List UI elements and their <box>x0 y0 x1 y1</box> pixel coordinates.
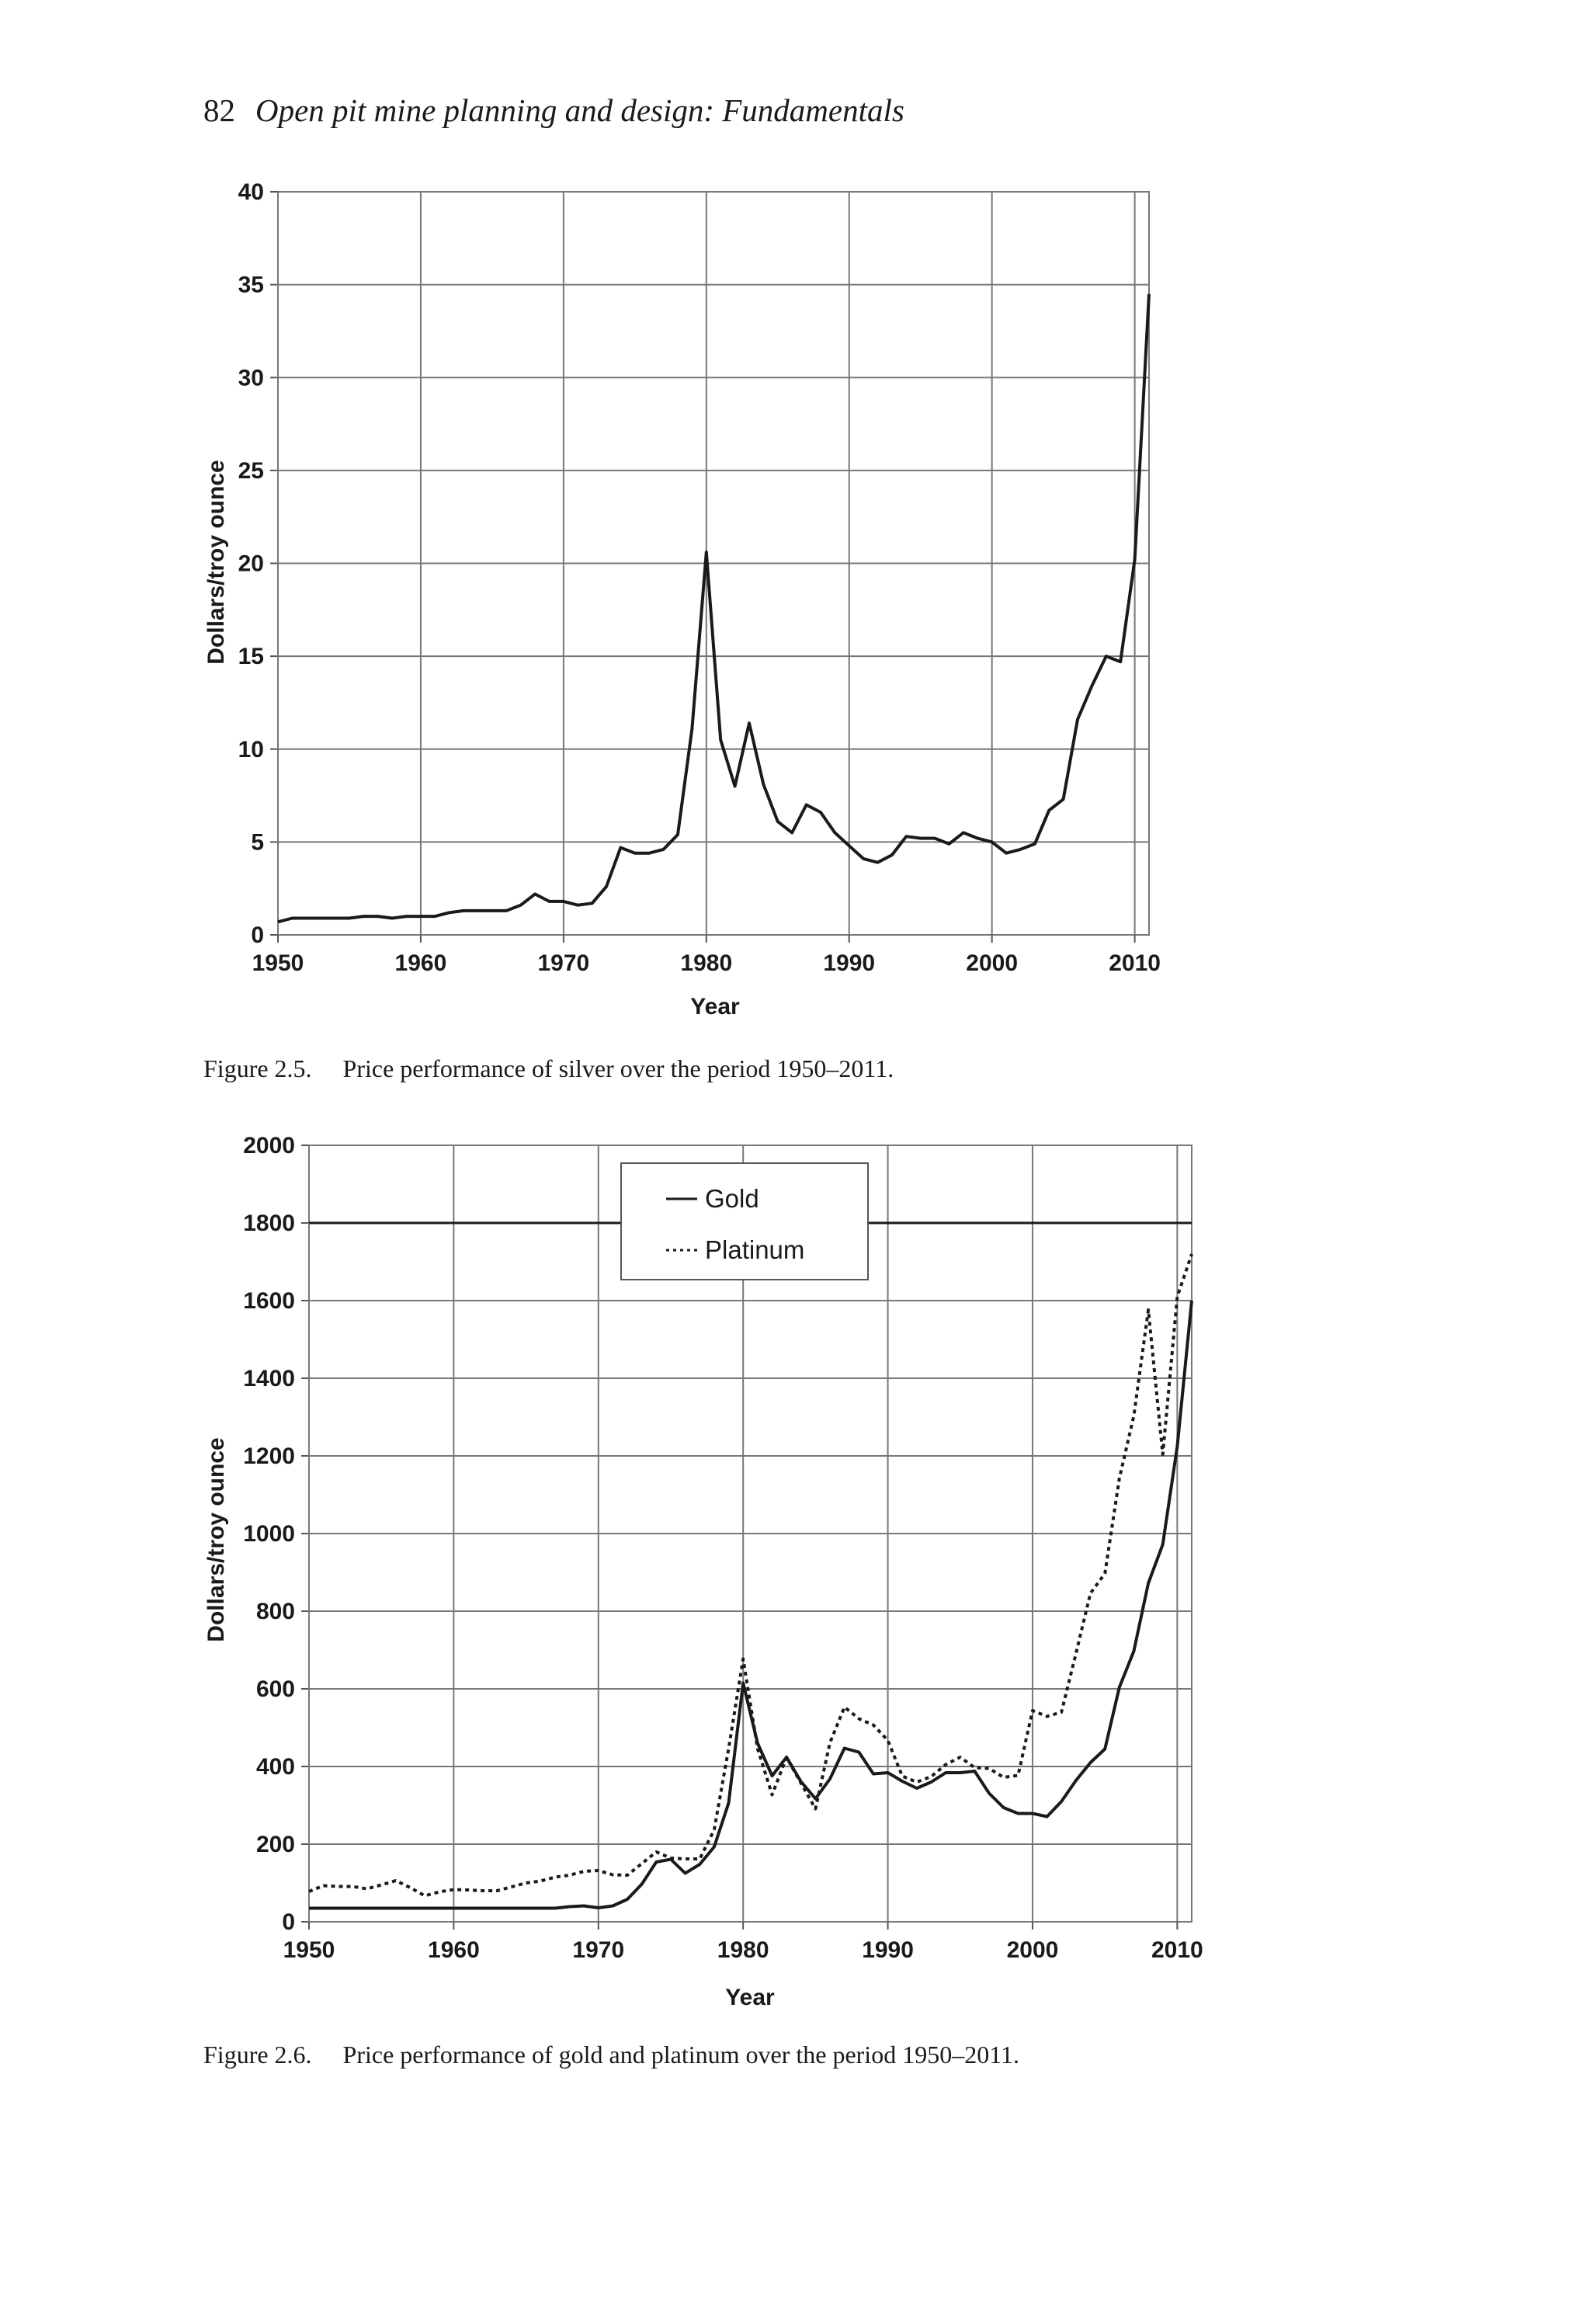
silver-price-chart: Year Dollars/troy ounce 0 5 10 15 20 25 30 35 40… <box>203 179 1161 1020</box>
gold-legend-label-platinum: Platinum <box>705 1235 804 1264</box>
gold-legend-box <box>620 1162 869 1280</box>
page-number: 82 <box>203 92 235 128</box>
gold-y-tick-label: 2000 <box>243 1133 295 1159</box>
gold-y-tick-label: 1000 <box>243 1521 295 1547</box>
caption-text: Price performance of gold and platinum o… <box>342 2041 1019 2069</box>
silver-x-tick-label: 1970 <box>537 950 589 976</box>
gold-y-tick-label: 200 <box>256 1832 295 1857</box>
caption-label: Figure 2.5. <box>203 1054 312 1082</box>
silver-y-tick-label: 35 <box>238 273 264 298</box>
gold-series-gold-line <box>309 1300 1193 1910</box>
figure-caption-2-6: Figure 2.6. Price performance of gold and… <box>203 2041 1019 2069</box>
gold-platinum-price-chart: Year Dollars/troy ounce 0 200 400 600 800 100… <box>203 1133 1203 2010</box>
gold-y-tick-label: 800 <box>256 1599 295 1624</box>
gold-x-tick-label: 1970 <box>572 1937 624 1963</box>
silver-y-tick-label: 40 <box>238 179 264 205</box>
gold-x-tick-label: 2010 <box>1151 1937 1203 1963</box>
silver-x-tick-label: 1950 <box>252 950 304 976</box>
caption-text: Price performance of silver over the per… <box>342 1054 894 1082</box>
gold-y-tick-label: 1200 <box>243 1443 295 1469</box>
gold-y-tick-label: 1600 <box>243 1288 295 1314</box>
figure-caption-2-5: Figure 2.5. Price performance of silver o… <box>203 1054 894 1083</box>
silver-x-tick-label: 1980 <box>680 950 732 976</box>
gold-y-tick-label: 600 <box>256 1676 295 1702</box>
caption-label: Figure 2.6. <box>203 2041 312 2069</box>
book-title: Open pit mine planning and design: Funda… <box>255 92 904 128</box>
silver-y-tick-label: 5 <box>251 829 264 855</box>
gold-y-tick-label: 1400 <box>243 1366 295 1391</box>
gold-legend-label-gold: Gold <box>705 1184 759 1213</box>
gold-x-tick-label: 1960 <box>428 1937 480 1963</box>
silver-y-tick-label: 20 <box>238 551 264 577</box>
silver-y-tick-label: 25 <box>238 458 264 484</box>
silver-x-tick-label: 2000 <box>966 950 1018 976</box>
gold-y-tick-label: 400 <box>256 1754 295 1780</box>
silver-x-tick-label: 1960 <box>395 950 447 976</box>
silver-x-axis-title: Year <box>690 994 740 1020</box>
silver-y-tick-label: 10 <box>238 737 264 763</box>
silver-x-tick-label: 2010 <box>1109 950 1161 976</box>
gold-series-platinum-line <box>308 1253 1193 1898</box>
gold-y-tick-label: 0 <box>282 1909 295 1935</box>
gold-x-tick-label: 1980 <box>717 1937 769 1963</box>
silver-y-tick-label: 30 <box>238 365 264 391</box>
silver-x-tick-label: 1990 <box>823 950 875 976</box>
gold-y-tick-label: 1800 <box>243 1211 295 1236</box>
gold-x-tick-label: 1950 <box>283 1937 335 1963</box>
running-head: 82 Open pit mine planning and design: Fun… <box>203 92 904 129</box>
silver-y-axis-title: Dollars/troy ounce <box>203 460 229 664</box>
gold-y-axis-title: Dollars/troy ounce <box>203 1437 229 1641</box>
gold-x-axis-title: Year <box>725 1985 775 2010</box>
gold-x-tick-label: 2000 <box>1007 1937 1059 1963</box>
silver-y-tick-label: 0 <box>251 922 264 948</box>
gold-x-tick-label: 1990 <box>862 1937 914 1963</box>
silver-series-silver-line <box>277 294 1151 924</box>
silver-y-tick-label: 15 <box>238 644 264 669</box>
